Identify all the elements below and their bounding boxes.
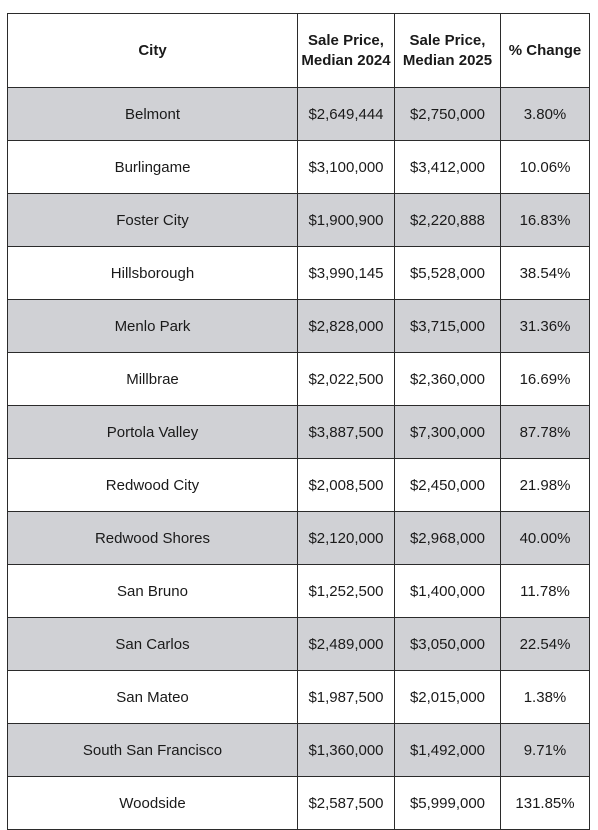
change-cell: 9.71% — [500, 723, 590, 777]
city-cell: Belmont — [7, 87, 298, 141]
table-body: Belmont $2,649,444 $2,750,000 3.80% Burl… — [7, 87, 590, 830]
price-2025-cell: $2,750,000 — [394, 87, 501, 141]
table-row: South San Francisco $1,360,000 $1,492,00… — [7, 723, 590, 777]
table-row: Woodside $2,587,500 $5,999,000 131.85% — [7, 776, 590, 830]
change-cell: 38.54% — [500, 246, 590, 300]
price-2025-cell: $1,492,000 — [394, 723, 501, 777]
city-cell: Portola Valley — [7, 405, 298, 459]
change-cell: 31.36% — [500, 299, 590, 353]
price-2024-cell: $2,587,500 — [297, 776, 395, 830]
table-row: Millbrae $2,022,500 $2,360,000 16.69% — [7, 352, 590, 406]
price-2024-cell: $2,008,500 — [297, 458, 395, 512]
price-2024-cell: $3,100,000 — [297, 140, 395, 194]
table-row: Burlingame $3,100,000 $3,412,000 10.06% — [7, 140, 590, 194]
price-2024-cell: $1,252,500 — [297, 564, 395, 618]
table-row: Portola Valley $3,887,500 $7,300,000 87.… — [7, 405, 590, 459]
table-row: Foster City $1,900,900 $2,220,888 16.83% — [7, 193, 590, 247]
table-row: Hillsborough $3,990,145 $5,528,000 38.54… — [7, 246, 590, 300]
price-2024-cell: $2,649,444 — [297, 87, 395, 141]
header-city: City — [7, 13, 298, 88]
change-cell: 87.78% — [500, 405, 590, 459]
city-cell: Menlo Park — [7, 299, 298, 353]
table-header-row: City Sale Price, Median 2024 Sale Price,… — [7, 13, 590, 88]
price-2025-cell: $3,715,000 — [394, 299, 501, 353]
table-row: Menlo Park $2,828,000 $3,715,000 31.36% — [7, 299, 590, 353]
table-row: Redwood Shores $2,120,000 $2,968,000 40.… — [7, 511, 590, 565]
city-cell: San Carlos — [7, 617, 298, 671]
change-cell: 3.80% — [500, 87, 590, 141]
header-sale-price-2025: Sale Price, Median 2025 — [394, 13, 501, 88]
price-2025-cell: $5,528,000 — [394, 246, 501, 300]
change-cell: 131.85% — [500, 776, 590, 830]
price-2024-cell: $2,022,500 — [297, 352, 395, 406]
city-cell: San Bruno — [7, 564, 298, 618]
change-cell: 1.38% — [500, 670, 590, 724]
price-2024-cell: $1,900,900 — [297, 193, 395, 247]
price-2025-cell: $2,450,000 — [394, 458, 501, 512]
price-2025-cell: $7,300,000 — [394, 405, 501, 459]
price-2024-cell: $1,360,000 — [297, 723, 395, 777]
city-cell: Burlingame — [7, 140, 298, 194]
price-2025-cell: $2,220,888 — [394, 193, 501, 247]
table-row: San Carlos $2,489,000 $3,050,000 22.54% — [7, 617, 590, 671]
change-cell: 21.98% — [500, 458, 590, 512]
change-cell: 16.83% — [500, 193, 590, 247]
table-row: Redwood City $2,008,500 $2,450,000 21.98… — [7, 458, 590, 512]
price-2025-cell: $5,999,000 — [394, 776, 501, 830]
change-cell: 22.54% — [500, 617, 590, 671]
price-2024-cell: $2,489,000 — [297, 617, 395, 671]
change-cell: 16.69% — [500, 352, 590, 406]
header-sale-price-2024: Sale Price, Median 2024 — [297, 13, 395, 88]
city-cell: South San Francisco — [7, 723, 298, 777]
change-cell: 40.00% — [500, 511, 590, 565]
change-cell: 11.78% — [500, 564, 590, 618]
price-2025-cell: $1,400,000 — [394, 564, 501, 618]
city-cell: Woodside — [7, 776, 298, 830]
header-percent-change: % Change — [500, 13, 590, 88]
city-cell: San Mateo — [7, 670, 298, 724]
price-2024-cell: $1,987,500 — [297, 670, 395, 724]
price-2024-cell: $2,120,000 — [297, 511, 395, 565]
price-2024-cell: $2,828,000 — [297, 299, 395, 353]
price-2024-cell: $3,990,145 — [297, 246, 395, 300]
median-sale-price-table: City Sale Price, Median 2024 Sale Price,… — [7, 13, 590, 830]
city-cell: Foster City — [7, 193, 298, 247]
price-2025-cell: $2,015,000 — [394, 670, 501, 724]
price-2025-cell: $3,050,000 — [394, 617, 501, 671]
change-cell: 10.06% — [500, 140, 590, 194]
table-row: San Mateo $1,987,500 $2,015,000 1.38% — [7, 670, 590, 724]
price-2024-cell: $3,887,500 — [297, 405, 395, 459]
city-cell: Redwood Shores — [7, 511, 298, 565]
table-row: Belmont $2,649,444 $2,750,000 3.80% — [7, 87, 590, 141]
price-2025-cell: $2,360,000 — [394, 352, 501, 406]
city-cell: Millbrae — [7, 352, 298, 406]
table-row: San Bruno $1,252,500 $1,400,000 11.78% — [7, 564, 590, 618]
city-cell: Hillsborough — [7, 246, 298, 300]
price-2025-cell: $3,412,000 — [394, 140, 501, 194]
city-cell: Redwood City — [7, 458, 298, 512]
price-2025-cell: $2,968,000 — [394, 511, 501, 565]
